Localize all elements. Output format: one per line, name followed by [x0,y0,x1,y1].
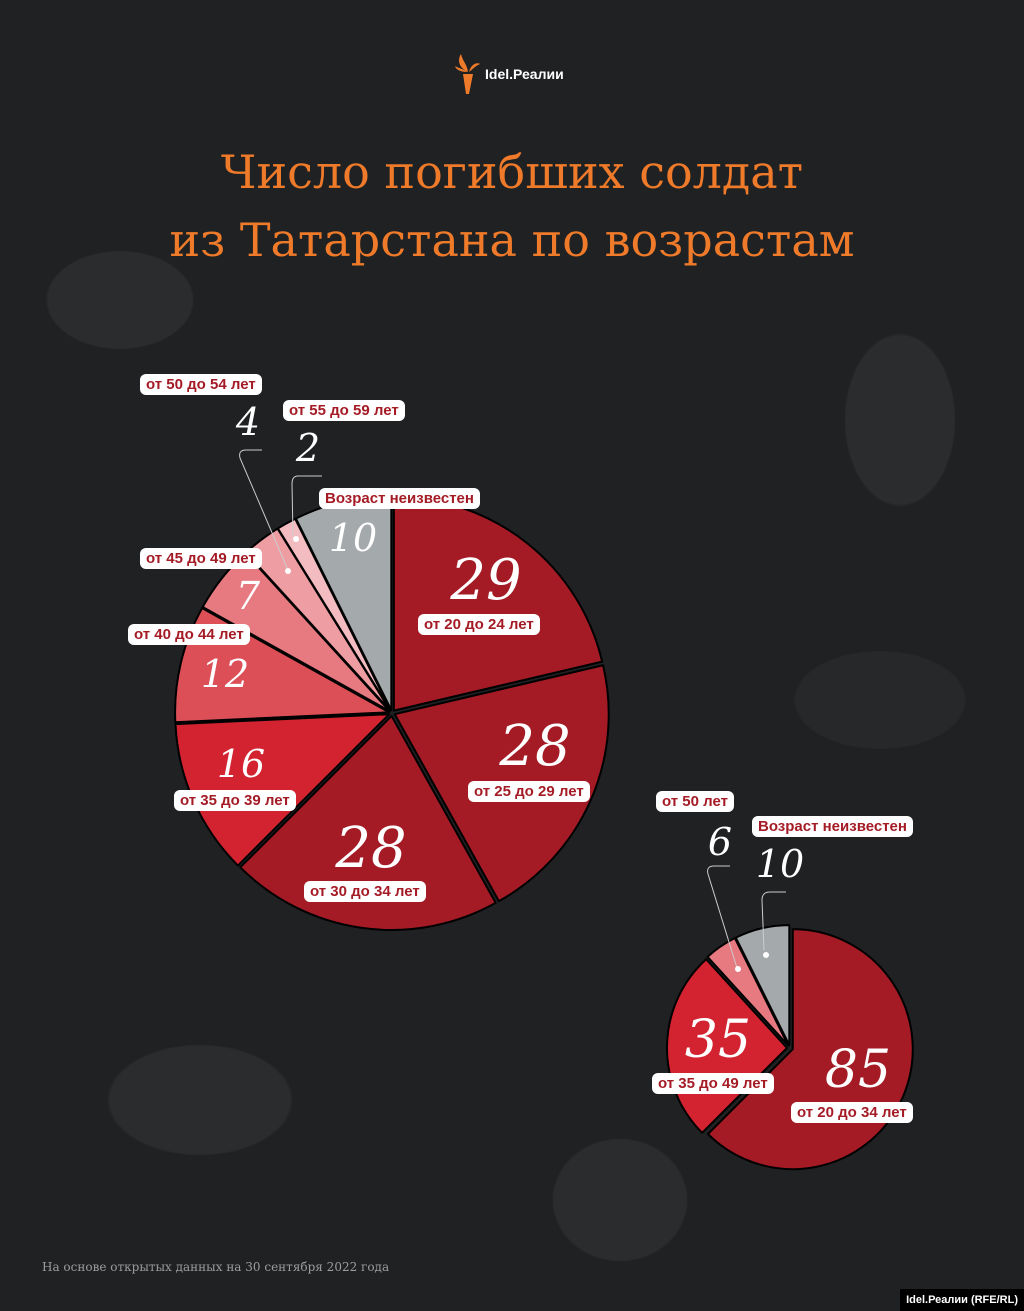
pie-slice [734,924,791,1047]
logo: Idel.Реалии [455,52,564,96]
category-label: Возраст неизвестен [319,488,480,509]
category-label: от 30 до 34 лет [304,881,426,902]
category-label: от 35 до 39 лет [174,790,296,811]
leader-lines [239,449,786,972]
value-label: 4 [235,400,261,444]
leader-line-unknown [761,891,786,951]
title-line-1: Число погибших солдат [220,145,804,199]
category-label: Возраст неизвестен [752,816,913,837]
category-label: от 25 до 29 лет [468,781,590,802]
value-label: 10 [328,516,378,560]
title-line-2: из Татарстана по возрастам [169,213,855,267]
category-label: от 35 до 49 лет [652,1073,774,1094]
leader-dot-55-59 [293,536,299,542]
value-label: 10 [755,842,805,886]
value-label: 16 [216,742,266,786]
leader-dot-50plus [735,966,741,972]
category-label: от 20 до 24 лет [418,614,540,635]
leader-line-50-54 [239,449,289,571]
category-label: от 40 до 44 лет [128,624,250,645]
value-label: 85 [824,1040,892,1100]
page-title: Число погибших солдат из Татарстана по в… [0,138,1024,274]
value-label: 12 [200,652,250,696]
torch-icon [455,54,480,94]
value-label: 29 [450,548,522,613]
value-label: 7 [235,574,261,618]
category-label: от 50 до 54 лет [140,374,262,395]
leader-dot-50-54 [285,568,291,574]
category-label: от 55 до 59 лет [283,400,405,421]
value-label: 2 [295,426,321,470]
category-label: от 45 до 49 лет [140,548,262,569]
leader-line-55-59 [291,475,322,537]
value-label: 28 [335,816,407,881]
pie-chart-detailed [174,495,610,931]
credit-badge: Idel.Реалии (RFE/RL) [900,1289,1024,1311]
value-label: 6 [707,820,733,864]
logo-text: Idel.Реалии [485,66,564,82]
value-label: 28 [499,714,571,779]
pie-slice [706,937,790,1047]
leader-dot-unknown [763,952,769,958]
category-label: от 50 лет [656,791,734,812]
pie-slice [239,714,497,931]
leader-line-50plus [707,865,738,969]
category-label: от 20 до 34 лет [791,1102,913,1123]
value-label: 35 [684,1010,752,1070]
footnote: На основе открытых данных на 30 сентября… [42,1260,390,1274]
